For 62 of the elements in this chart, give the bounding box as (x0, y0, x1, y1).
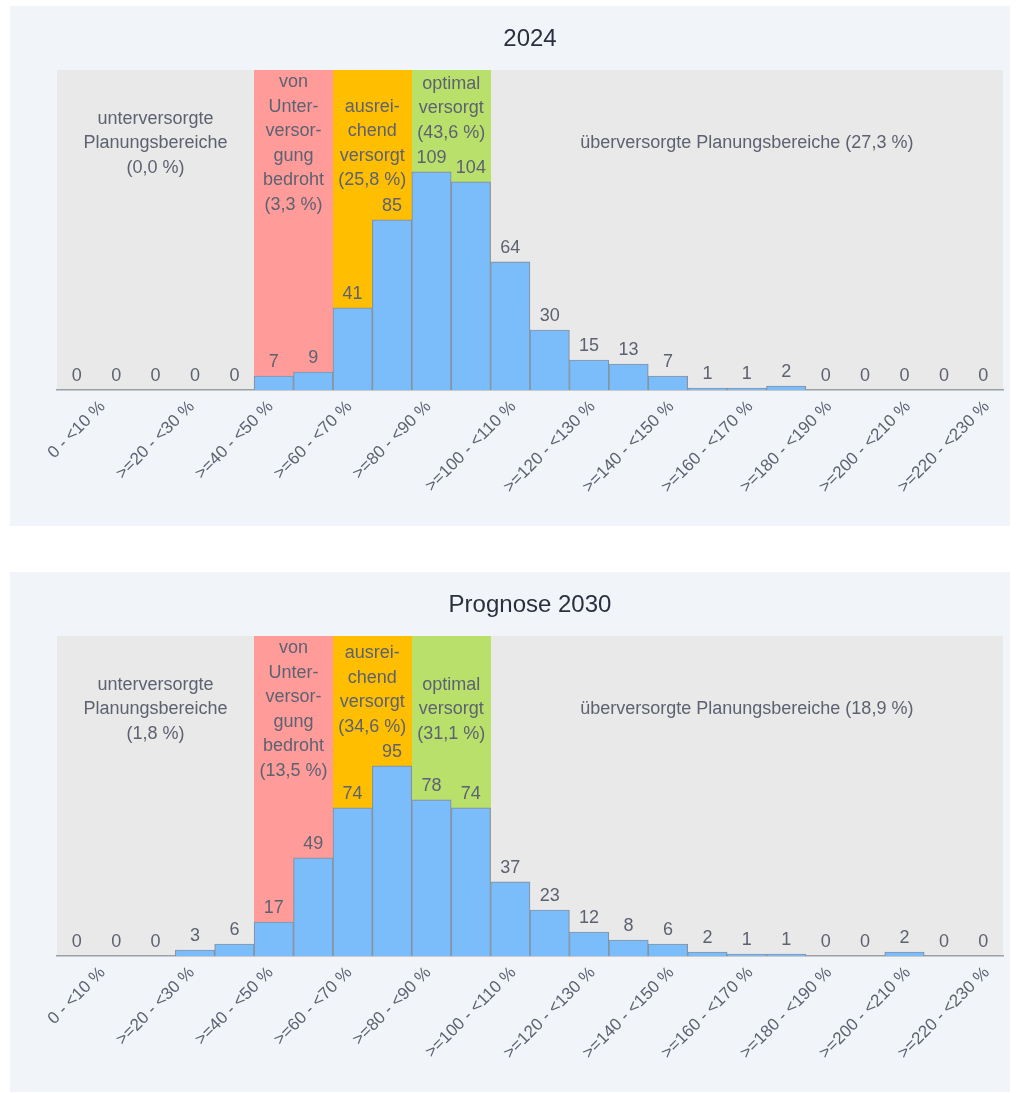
data-label: 0 (899, 364, 910, 385)
data-label: 7 (268, 350, 279, 371)
annotation: von Unter- versor- gung bedroht (3,3 %) (262, 71, 325, 214)
data-label: 3 (189, 924, 200, 945)
data-label: 0 (150, 364, 161, 385)
annotation: unterversorgte Planungsbereiche (1,8 %) (83, 673, 228, 743)
data-label: 2 (702, 926, 713, 947)
data-label: 0 (860, 930, 871, 951)
data-label: 23 (539, 884, 560, 905)
annotation: ausrei- chend versorgt (34,6 %) (338, 642, 407, 736)
data-label: 8 (623, 914, 634, 935)
data-label: 0 (189, 364, 200, 385)
data-label: 7 (662, 350, 673, 371)
data-label: 104 (455, 156, 486, 177)
data-label: 0 (820, 930, 831, 951)
chart-title: Prognose 2030 (448, 590, 612, 618)
data-label: 74 (460, 782, 481, 803)
data-label: 1 (741, 362, 752, 383)
annotation: optimal versorgt (43,6 %) (417, 72, 486, 142)
data-label: 0 (229, 364, 240, 385)
data-label: 17 (263, 896, 284, 917)
data-label: 0 (860, 364, 871, 385)
data-label: 78 (421, 774, 442, 795)
data-label: 49 (303, 832, 324, 853)
data-label: 12 (579, 906, 600, 927)
data-label: 0 (978, 930, 989, 951)
annotation: überversorgte Planungsbereiche (18,9 %) (580, 698, 914, 719)
data-label: 41 (342, 282, 363, 303)
annotation: überversorgte Planungsbereiche (27,3 %) (580, 132, 914, 153)
data-label: 30 (539, 304, 560, 325)
data-label: 37 (500, 856, 521, 877)
data-label: 0 (820, 364, 831, 385)
annotation: optimal versorgt (31,1 %) (417, 673, 486, 743)
data-label: 0 (71, 364, 82, 385)
annotation: ausrei- chend versorgt (25,8 %) (338, 95, 407, 190)
data-label: 0 (111, 930, 122, 951)
data-label: 109 (416, 146, 447, 167)
x-tick-label: 0 - <10 % (43, 396, 109, 462)
chart-title: 2024 (503, 24, 557, 52)
x-tick-label: 0 - <10 % (43, 962, 109, 1028)
data-label: 15 (579, 334, 600, 355)
data-label: 9 (308, 346, 319, 367)
data-label: 85 (382, 194, 403, 215)
data-label: 6 (229, 918, 240, 939)
annotation: unterversorgte Planungsbereiche (0,0 %) (83, 107, 228, 177)
data-label: 6 (662, 918, 673, 939)
data-label: 74 (342, 782, 363, 803)
data-label: 2 (781, 360, 792, 381)
data-label: 1 (781, 928, 792, 949)
data-label: 1 (702, 362, 713, 383)
data-label: 0 (938, 930, 949, 951)
data-label: 64 (500, 236, 521, 257)
data-label: 0 (71, 930, 82, 951)
data-label: 13 (618, 338, 639, 359)
data-label: 2 (899, 926, 910, 947)
data-label: 0 (978, 364, 989, 385)
data-label: 95 (382, 740, 403, 761)
data-label: 0 (150, 930, 161, 951)
data-label: 0 (111, 364, 122, 385)
annotation: von Unter- versor- gung bedroht (13,5 %) (259, 637, 328, 780)
data-label: 0 (938, 364, 949, 385)
data-label: 1 (741, 928, 752, 949)
